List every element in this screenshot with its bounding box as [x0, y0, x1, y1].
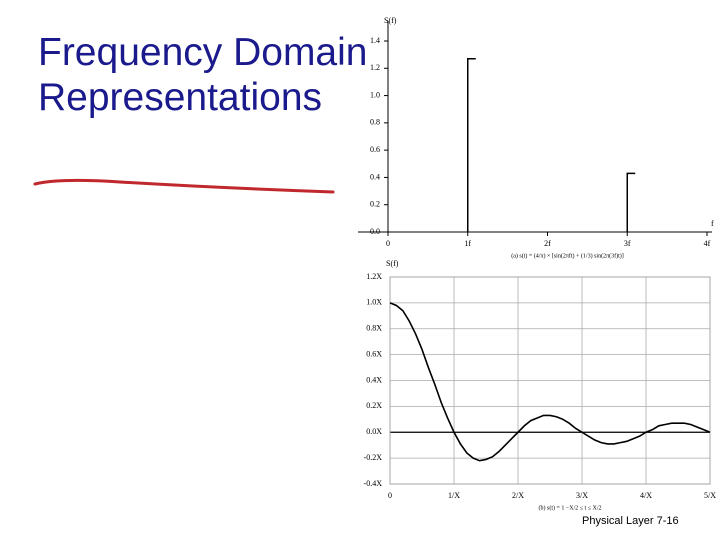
y-tick-label: 0.4X	[366, 375, 382, 384]
y-tick-label: -0.2X	[364, 453, 383, 462]
y-axis-label: S(f)	[386, 259, 399, 268]
stem	[626, 172, 636, 232]
y-tick-label: 0.4	[370, 172, 380, 181]
y-tick-label: 1.2X	[366, 272, 382, 281]
y-tick-label: 0.2	[370, 200, 380, 209]
x-tick-label: 3/X	[576, 491, 588, 500]
y-tick-label: 0.8X	[366, 324, 382, 333]
slide-title: Frequency Domain Representations	[38, 31, 368, 119]
y-tick-label: 1.0	[370, 90, 380, 99]
y-tick-label: 1.4	[370, 36, 380, 45]
y-tick-label: 1.2	[370, 63, 380, 72]
x-axis-label: f	[711, 219, 714, 228]
y-tick-label: 0.6	[370, 145, 380, 154]
y-tick-label: 0.0	[370, 227, 380, 236]
x-tick-label: 0	[386, 239, 390, 248]
y-tick-label: -0.4X	[364, 479, 383, 488]
x-tick-label: 5/X	[704, 491, 716, 500]
x-tick-label: 2f	[544, 239, 551, 248]
underline	[33, 178, 335, 194]
x-tick-label: 4f	[704, 239, 711, 248]
curve	[389, 302, 711, 462]
caption: (a) s(t) = (4/π) × [sin(2πft) + (1/3) si…	[511, 252, 624, 259]
y-axis-label: S(f)	[384, 16, 397, 25]
x-tick-label: 3f	[624, 239, 631, 248]
y-tick-label: 0.2X	[366, 401, 382, 410]
x-tick-label: 1/X	[448, 491, 460, 500]
x-tick-label: 1f	[464, 239, 471, 248]
stem	[467, 57, 476, 232]
footer: Physical Layer 7-16	[582, 515, 679, 527]
y-tick-label: 1.0X	[366, 298, 382, 307]
caption: (b) s(t) = 1 −X/2 ≤ t ≤ X/2	[538, 504, 601, 511]
y-tick-label: 0.8	[370, 118, 380, 127]
x-tick-label: 0	[388, 491, 392, 500]
y-tick-label: 0.6X	[366, 349, 382, 358]
y-tick-label: 0.0X	[366, 427, 382, 436]
x-tick-label: 2/X	[512, 491, 524, 500]
x-tick-label: 4/X	[640, 491, 652, 500]
